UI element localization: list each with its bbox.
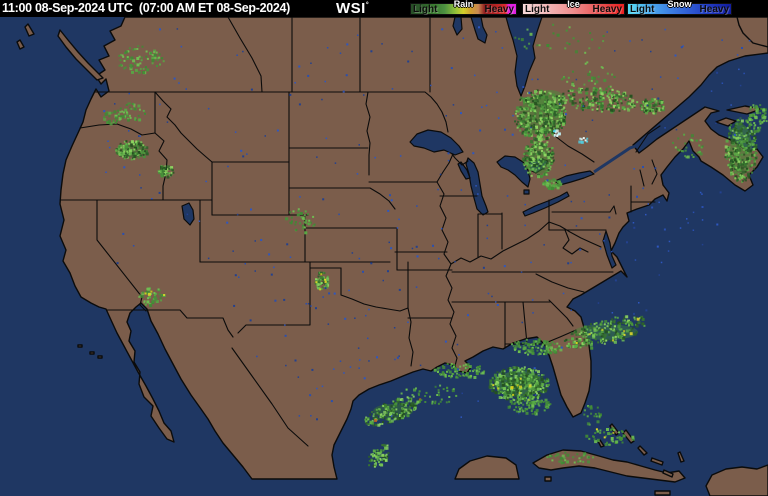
legend-snow-light-label: Light [630, 4, 655, 15]
lake-erie [522, 191, 570, 217]
channel-islands [77, 344, 103, 359]
timestamp-label: 11:00 08-Sep-2024 UTC (07:00 AM ET 08-Se… [2, 1, 291, 15]
legend-ice-heavy-label: Heavy [592, 4, 622, 15]
newfoundland [736, 17, 768, 48]
legend-snow-gradient-bar [627, 3, 732, 15]
legend-rain-title: Rain [453, 0, 474, 9]
legend-rain-gradient-bar [410, 3, 517, 15]
legend-ice-light-label: Light [525, 4, 550, 15]
green-bay [457, 161, 471, 180]
st-lawrence-river [593, 144, 637, 174]
header-bar: 11:00 08-Sep-2024 UTC (07:00 AM ET 08-Se… [0, 0, 768, 17]
state-borders [59, 17, 661, 447]
jamaica [654, 490, 671, 496]
lake-winnipeg [470, 17, 488, 44]
lake-ontario [554, 170, 595, 186]
wsi-logo-mark: ° [365, 2, 370, 9]
radar-echoes [103, 23, 768, 468]
chesapeake-bay [602, 230, 617, 269]
legend-snow-heavy-label: Heavy [699, 4, 729, 15]
lakes [181, 17, 617, 269]
isle-of-youth [544, 476, 552, 482]
legend-rain: Rain Light Heavy [410, 0, 517, 15]
legend-ice-title: Ice [567, 0, 580, 9]
wsi-logo-text: WSI [336, 0, 366, 17]
lake-huron [496, 155, 531, 188]
cuba [532, 449, 686, 483]
vancouver-island [57, 29, 104, 81]
legend-snow-title: Snow [667, 0, 692, 9]
lake-superior [409, 129, 464, 156]
haida-gwaii [16, 23, 35, 50]
lake-st-clair [523, 189, 530, 195]
hispaniola [705, 464, 768, 496]
legend-rain-heavy-label: Heavy [484, 4, 514, 15]
lake-winnipegosis [452, 17, 463, 36]
legend-snow: Snow Light Heavy [627, 0, 732, 15]
bahamas [597, 423, 685, 478]
wsi-logo: WSI° [336, 0, 369, 17]
yucatan [454, 455, 520, 480]
legend-ice: Ice Light Heavy [522, 0, 625, 15]
legend-ice-gradient-bar [522, 3, 625, 15]
legend-rain-light-label: Light [413, 4, 438, 15]
radar-map [0, 17, 768, 496]
